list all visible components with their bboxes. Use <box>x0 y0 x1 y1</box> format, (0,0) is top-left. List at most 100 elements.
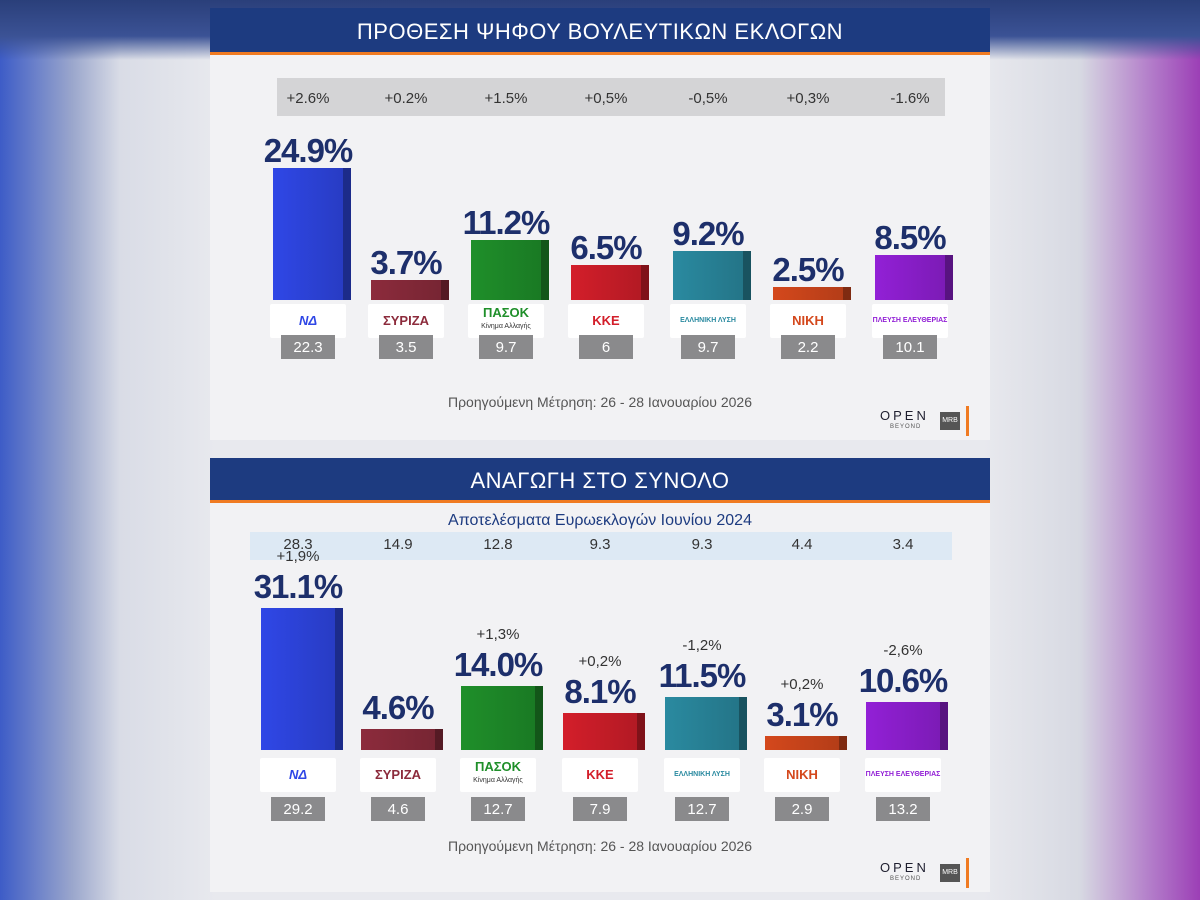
bar-side <box>535 686 543 750</box>
syriza-logo: ΣΥΡΙΖΑ <box>360 758 436 792</box>
beyond-label: BEYOND <box>890 424 922 430</box>
change-label: +1,9% <box>276 548 320 565</box>
channel-branding: OPEN BEYOND MRB <box>880 858 980 888</box>
change-value: +0,3% <box>786 90 830 107</box>
niki-logo: ΝΙΚΗ <box>764 758 840 792</box>
logo-subtext: Κίνημα Αλλαγής <box>481 323 531 330</box>
bar-1 <box>273 167 351 300</box>
bar-7 <box>866 701 948 750</box>
bar-face <box>765 735 839 750</box>
change-label: +1,3% <box>476 626 520 644</box>
bar-face <box>773 286 843 300</box>
beyond-label: BEYOND <box>890 876 922 882</box>
value-label: 31.1% <box>253 568 344 605</box>
bar-3 <box>471 240 549 300</box>
change-label: -2,6% <box>883 641 923 659</box>
bar-face <box>361 728 435 750</box>
elliniki-lysi-logo: ΕΛΛΗΝΙΚΗ ΛΥΣΗ <box>670 304 746 338</box>
logo-text: ΕΛΛΗΝΙΚΗ ΛΥΣΗ <box>680 317 736 324</box>
previous-value: 9.7 <box>681 335 735 359</box>
projection-total-panel: ΑΝΑΓΩΓΗ ΣΤΟ ΣΥΝΟΛΟ Αποτελέσματα Ευρωεκλο… <box>210 458 990 892</box>
panel-subtitle: Αποτελέσματα Ευρωεκλογών Ιουνίου 2024 <box>448 512 752 529</box>
change-strip <box>277 78 945 116</box>
logo-text: ΕΛΛΗΝΙΚΗ ΛΥΣΗ <box>674 771 730 778</box>
bar-side <box>435 728 443 750</box>
bar-face <box>471 240 541 300</box>
bar-face <box>461 686 535 750</box>
logo-text: ΝΔ <box>298 313 318 328</box>
niki-logo: ΝΙΚΗ <box>770 304 846 338</box>
previous-value: 6 <box>579 335 633 359</box>
footnote: Προηγούμενη Μέτρηση: 26 - 28 Ιανουαρίου … <box>447 838 752 854</box>
change-value: +2.6% <box>286 90 330 107</box>
open-logo: OPEN <box>880 860 929 875</box>
previous-value: 7.9 <box>573 797 627 821</box>
bar-face <box>673 251 743 300</box>
euro-2024-value: 9.3 <box>589 536 611 553</box>
bar-5 <box>673 251 751 300</box>
change-label: +0,2% <box>780 675 824 693</box>
bar-side <box>641 265 649 300</box>
nd-logo: ΝΔ <box>260 758 336 792</box>
change-label: +0,2% <box>578 653 622 671</box>
nd-logo: ΝΔ <box>270 304 346 338</box>
value-label: 3.7% <box>370 244 442 282</box>
previous-value: 12.7 <box>675 797 729 821</box>
euro-2024-value: 9.3 <box>691 536 713 553</box>
bar-3 <box>461 686 543 750</box>
value-label: 2.5% <box>772 250 844 288</box>
value-label: 6.5% <box>570 229 642 267</box>
bar-face <box>563 713 637 750</box>
previous-value: 9.7 <box>479 335 533 359</box>
previous-value: 22.3 <box>281 335 335 359</box>
bar-side <box>343 167 351 300</box>
bar-face <box>866 701 940 750</box>
previous-value: 13.2 <box>876 797 930 821</box>
previous-value: 2.9 <box>775 797 829 821</box>
value-label: 10.6% <box>858 661 949 699</box>
logo-text: ΝΙΚΗ <box>792 313 824 328</box>
open-logo: OPEN <box>880 408 929 423</box>
bar-4 <box>571 265 649 300</box>
euro-2024-value: 4.4 <box>791 536 813 553</box>
bar-side <box>839 735 847 750</box>
logo-text: ΚΚΕ <box>592 313 620 328</box>
logo-text: ΠΛΕΥΣΗ ΕΛΕΥΘΕΡΙΑΣ <box>872 317 948 324</box>
value-label: 8.5% <box>874 218 946 256</box>
pasok-logo: ΠΑΣΟΚ Κίνημα Αλλαγής <box>460 758 536 792</box>
plefsi-logo: ΠΛΕΥΣΗ ΕΛΕΥΘΕΡΙΑΣ <box>865 758 941 792</box>
logo-text: ΝΙΚΗ <box>786 767 818 782</box>
bar-face <box>371 280 441 300</box>
euro-2024-value: 3.4 <box>892 536 914 553</box>
logo-text: ΝΔ <box>288 767 308 782</box>
kke-logo: ΚΚΕ <box>568 304 644 338</box>
brand-divider <box>966 406 969 436</box>
value-label: 4.6% <box>362 688 434 726</box>
value-label: 11.2% <box>462 204 551 242</box>
value-label: 11.5% <box>658 657 747 695</box>
logo-text: ΠΑΣΟΚ <box>474 759 522 774</box>
bar-side <box>940 701 948 750</box>
change-value: +0,5% <box>584 90 628 107</box>
mrb-logo: MRB <box>940 412 960 430</box>
logo-text: ΣΥΡΙΖΑ <box>374 767 422 782</box>
bar-face <box>665 697 739 750</box>
brand-divider <box>966 858 969 888</box>
bar-6 <box>773 286 851 300</box>
plefsi-logo: ΠΛΕΥΣΗ ΕΛΕΥΘΕΡΙΑΣ <box>872 304 948 338</box>
mrb-logo: MRB <box>940 864 960 882</box>
previous-value: 12.7 <box>471 797 525 821</box>
footnote: Προηγούμενη Μέτρηση: 26 - 28 Ιανουαρίου … <box>447 394 752 410</box>
bar-face <box>571 265 641 300</box>
logo-text: ΣΥΡΙΖΑ <box>382 313 430 328</box>
bar-1 <box>261 608 343 750</box>
previous-value: 2.2 <box>781 335 835 359</box>
value-label: 9.2% <box>672 215 744 253</box>
previous-value: 3.5 <box>379 335 433 359</box>
voting-intention-panel: ΠΡΟΘΕΣΗ ΨΗΦΟΥ ΒΟΥΛΕΥΤΙΚΩΝ ΕΚΛΟΓΩΝ Προηγο… <box>210 8 990 440</box>
bar-5 <box>665 697 747 750</box>
bar-side <box>441 280 449 300</box>
previous-value: 29.2 <box>271 797 325 821</box>
panel-title: ΑΝΑΓΩΓΗ ΣΤΟ ΣΥΝΟΛΟ <box>210 458 990 503</box>
bar-face <box>261 608 335 750</box>
